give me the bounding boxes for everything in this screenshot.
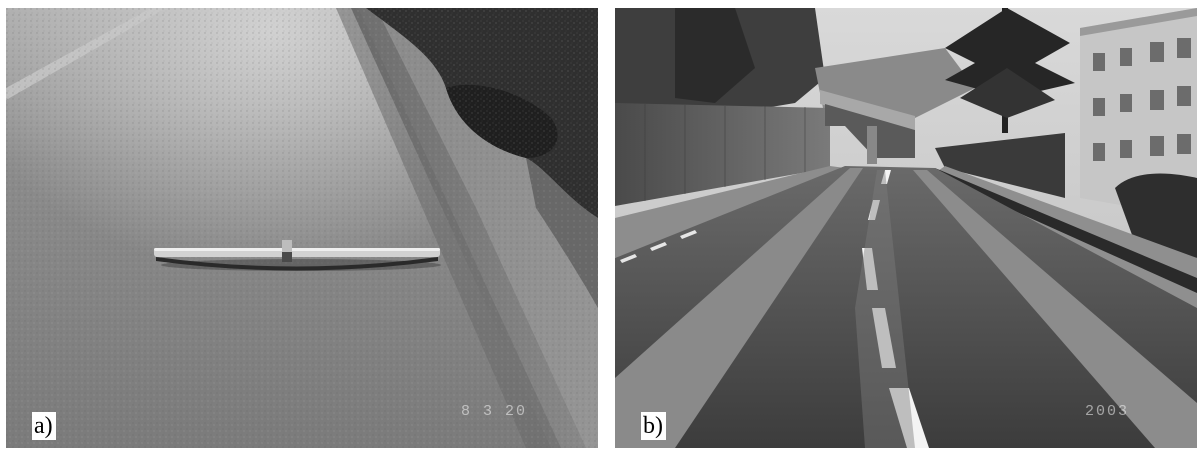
photo-panel-b: 2003 b) xyxy=(615,8,1197,448)
date-stamp: 2003 xyxy=(1085,403,1130,420)
pine-tree xyxy=(945,8,1075,133)
road-photo-b xyxy=(615,8,1197,448)
panel-label-b: b) xyxy=(641,412,666,440)
panel-label-a: a) xyxy=(32,412,56,440)
straightedge-bar xyxy=(154,240,441,271)
apartment-building xyxy=(1080,8,1197,218)
road-photo-a xyxy=(6,8,598,448)
photo-panel-a: 8 3 20 a) xyxy=(6,8,598,448)
center-line xyxy=(862,170,929,448)
date-stamp: 8 3 20 xyxy=(461,403,528,420)
